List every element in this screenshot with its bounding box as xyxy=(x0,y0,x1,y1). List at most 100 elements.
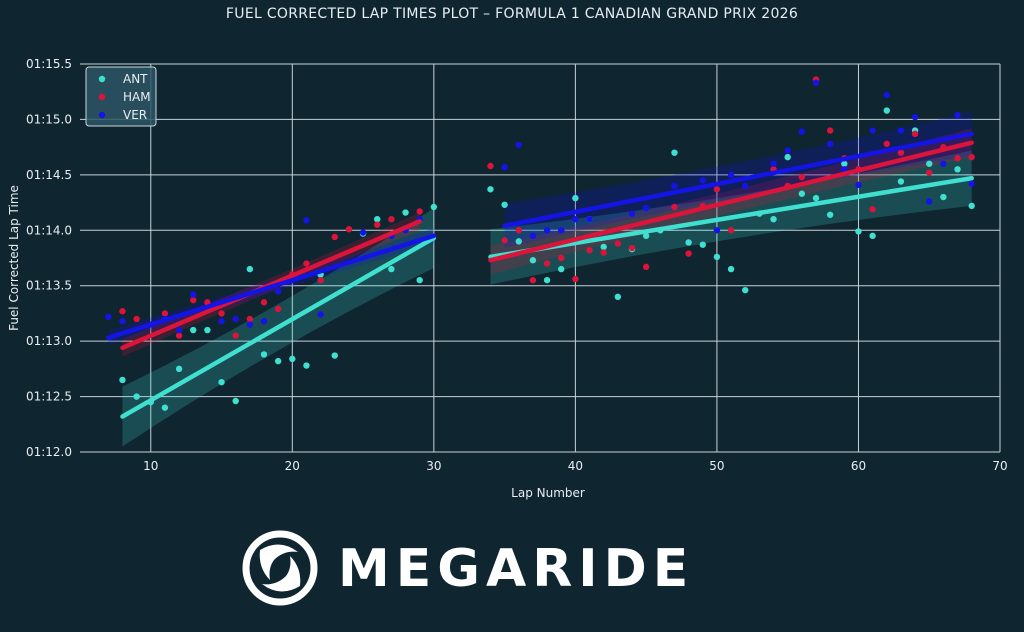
ant-point xyxy=(175,365,183,373)
regression-lines xyxy=(106,131,974,419)
megaride-logo: MEGARIDE xyxy=(242,530,688,606)
ham-point xyxy=(232,332,239,339)
ant-point xyxy=(685,239,692,246)
ant-point xyxy=(671,149,678,156)
ham-point xyxy=(260,299,268,306)
ham-point xyxy=(600,249,607,256)
legend-marker-ver xyxy=(98,111,106,119)
ant-point xyxy=(940,193,947,201)
ant-point xyxy=(642,232,650,240)
ver-point xyxy=(105,313,112,320)
ver-point xyxy=(954,111,961,119)
ham-point xyxy=(897,149,905,156)
ham-point xyxy=(869,206,876,213)
ant-point xyxy=(826,211,834,218)
ant-point xyxy=(713,253,721,261)
legend-item-ver[interactable]: VER xyxy=(98,108,147,122)
ver-point xyxy=(897,127,905,134)
ver-point xyxy=(826,140,834,148)
y-tick-label: 01:14.0 xyxy=(26,223,72,237)
ant-point xyxy=(274,357,282,365)
ham-point xyxy=(303,260,310,267)
ham-point xyxy=(345,225,353,233)
ham-point xyxy=(218,310,225,317)
x-tick-label: 60 xyxy=(851,459,866,473)
ant-trend-line xyxy=(488,175,974,260)
x-tick-label: 10 xyxy=(143,459,158,473)
ham-point xyxy=(685,250,692,257)
ant-point xyxy=(926,160,933,167)
ver-point xyxy=(586,216,593,223)
y-tick-label: 01:12.5 xyxy=(26,390,72,404)
ant-point xyxy=(501,201,508,208)
ham-point xyxy=(374,221,381,228)
ant-point xyxy=(699,241,706,248)
ver-point xyxy=(515,141,522,149)
ham-trend-line xyxy=(488,140,974,263)
chart-title: FUEL CORRECTED LAP TIMES PLOT – FORMULA … xyxy=(225,6,799,22)
ham-point xyxy=(628,244,636,252)
y-tick-label: 01:12.0 xyxy=(26,445,72,459)
ver-point xyxy=(628,210,636,217)
ant-point xyxy=(543,276,551,284)
ant-point xyxy=(770,216,777,223)
ant-point xyxy=(883,107,890,114)
y-tick-label: 01:13.0 xyxy=(26,334,72,348)
ver-point xyxy=(841,166,848,173)
ham-point xyxy=(911,130,919,138)
ver-point xyxy=(642,204,650,212)
ant-point xyxy=(529,257,537,264)
legend-item-ant[interactable]: ANT xyxy=(98,72,148,86)
x-tick-label: 30 xyxy=(426,459,441,473)
legend-marker-ant xyxy=(98,75,106,83)
ver-point xyxy=(784,147,791,154)
tick-labels: 10 20 30 40 50 60 70 01:12.0 01:12.5 01:13.0 01:13… xyxy=(26,57,1008,473)
ver-point xyxy=(869,127,876,134)
y-tick-label: 01:15.5 xyxy=(26,57,72,71)
ver-point xyxy=(501,163,508,171)
ham-point xyxy=(558,254,565,262)
ant-point xyxy=(798,190,806,197)
ant-point xyxy=(487,186,494,193)
ver-point xyxy=(558,227,565,234)
y-tick-label: 01:14.5 xyxy=(26,168,72,182)
ham-point xyxy=(826,127,834,134)
ver-point xyxy=(940,160,947,167)
ver-point xyxy=(770,160,777,167)
ant-point xyxy=(784,153,791,161)
ant-point xyxy=(897,178,905,185)
ant-point xyxy=(841,160,848,167)
ver-point xyxy=(543,227,551,234)
x-tick-label: 50 xyxy=(709,459,724,473)
ant-trend-line xyxy=(120,235,437,419)
ant-point xyxy=(742,286,749,294)
ham-point xyxy=(119,308,126,315)
ver-point xyxy=(671,182,678,190)
legend-label-ver: VER xyxy=(123,108,147,122)
ant-point xyxy=(218,378,225,386)
ver-point xyxy=(232,315,239,323)
ver-point xyxy=(190,291,197,298)
ver-point xyxy=(572,216,579,223)
ver-trend-line xyxy=(502,131,974,229)
ham-point xyxy=(671,203,678,211)
ver-point xyxy=(883,91,890,99)
ant-point xyxy=(968,202,975,210)
ant-point xyxy=(246,265,254,273)
legend-item-ham[interactable]: HAM xyxy=(98,90,151,104)
ant-point xyxy=(204,326,211,334)
ant-point xyxy=(232,397,239,405)
ant-point xyxy=(161,404,169,411)
ham-point xyxy=(572,275,579,283)
ant-point xyxy=(954,166,961,173)
ant-point xyxy=(430,203,438,211)
legend-marker-ham xyxy=(98,93,106,101)
grid xyxy=(80,63,1001,453)
ant-point xyxy=(374,216,381,223)
ant-point xyxy=(289,355,296,363)
legend[interactable]: ANT HAM VER xyxy=(85,66,157,127)
ham-point xyxy=(926,169,933,176)
ant-point xyxy=(190,326,197,334)
ver-point xyxy=(529,232,537,240)
ver-point xyxy=(246,321,254,328)
